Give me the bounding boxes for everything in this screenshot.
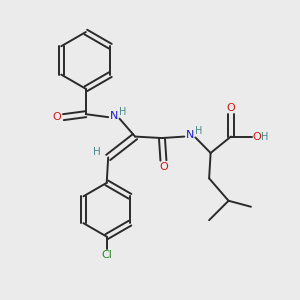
Text: O: O — [52, 112, 61, 122]
Text: N: N — [110, 111, 118, 121]
Text: H: H — [195, 126, 202, 136]
Text: Cl: Cl — [101, 250, 112, 260]
Text: H: H — [119, 107, 126, 117]
Text: O: O — [159, 162, 168, 172]
Text: O: O — [252, 132, 261, 142]
Text: H: H — [93, 147, 101, 157]
Text: N: N — [185, 130, 194, 140]
Text: O: O — [226, 103, 235, 112]
Text: H: H — [261, 132, 268, 142]
